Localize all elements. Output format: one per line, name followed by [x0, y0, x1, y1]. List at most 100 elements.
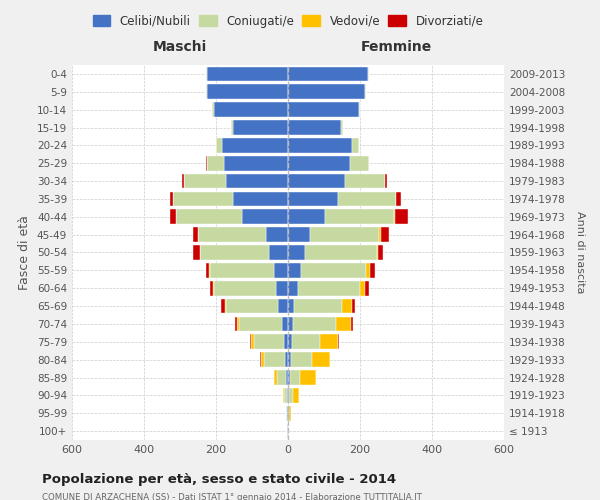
Bar	[343, 298, 352, 314]
Bar	[288, 174, 345, 188]
Bar	[223, 138, 288, 152]
Bar	[277, 370, 286, 385]
Bar	[345, 174, 385, 188]
Bar	[338, 192, 396, 206]
Bar	[233, 120, 288, 135]
Bar	[289, 406, 291, 420]
Bar	[341, 120, 343, 135]
Bar	[251, 334, 254, 349]
Bar	[287, 406, 288, 420]
Bar	[368, 156, 370, 170]
Bar	[206, 156, 224, 170]
Bar	[288, 334, 292, 349]
Bar	[193, 245, 200, 260]
Bar	[352, 138, 359, 152]
Bar	[274, 370, 277, 385]
Bar	[298, 281, 359, 295]
Bar	[212, 102, 214, 117]
Bar	[239, 316, 281, 331]
Bar	[310, 228, 379, 242]
Bar	[325, 210, 394, 224]
Bar	[338, 334, 340, 349]
Bar	[288, 316, 293, 331]
Bar	[394, 210, 395, 224]
Bar	[209, 263, 274, 278]
Bar	[206, 263, 209, 278]
Bar	[290, 370, 300, 385]
Bar	[288, 298, 295, 314]
Bar	[291, 352, 312, 367]
Bar	[278, 298, 288, 314]
Bar	[305, 245, 377, 260]
Bar	[206, 84, 207, 99]
Bar	[379, 245, 383, 260]
Bar	[284, 334, 288, 349]
Y-axis label: Anni di nascita: Anni di nascita	[575, 211, 585, 294]
Bar	[224, 156, 288, 170]
Bar	[288, 263, 301, 278]
Bar	[276, 281, 288, 295]
Bar	[193, 228, 198, 242]
Bar	[214, 102, 288, 117]
Bar	[350, 156, 368, 170]
Bar	[226, 298, 278, 314]
Bar	[200, 245, 269, 260]
Text: Femmine: Femmine	[361, 40, 431, 54]
Bar	[295, 298, 343, 314]
Bar	[300, 370, 316, 385]
Bar	[293, 316, 335, 331]
Bar	[274, 263, 288, 278]
Bar	[216, 138, 223, 152]
Bar	[292, 334, 320, 349]
Bar	[170, 210, 176, 224]
Text: Popolazione per età, sesso e stato civile - 2014: Popolazione per età, sesso e stato civil…	[42, 472, 396, 486]
Bar	[320, 334, 338, 349]
Bar	[377, 245, 379, 260]
Bar	[207, 66, 288, 81]
Bar	[352, 298, 355, 314]
Bar	[367, 263, 370, 278]
Bar	[286, 370, 288, 385]
Bar	[206, 66, 207, 81]
Bar	[260, 352, 264, 367]
Bar	[312, 352, 330, 367]
Bar	[288, 138, 352, 152]
Bar	[288, 120, 341, 135]
Bar	[365, 84, 366, 99]
Bar	[385, 174, 387, 188]
Bar	[173, 192, 233, 206]
Bar	[335, 316, 352, 331]
Bar	[288, 406, 289, 420]
Bar	[170, 192, 173, 206]
Bar	[214, 281, 276, 295]
Bar	[250, 334, 251, 349]
Bar	[288, 352, 291, 367]
Bar	[226, 174, 288, 188]
Bar	[283, 388, 284, 402]
Bar	[254, 334, 284, 349]
Bar	[287, 388, 288, 402]
Bar	[269, 245, 288, 260]
Legend: Celibi/Nubili, Coniugati/e, Vedovi/e, Divorziati/e: Celibi/Nubili, Coniugati/e, Vedovi/e, Di…	[92, 14, 484, 28]
Bar	[288, 210, 325, 224]
Bar	[182, 174, 184, 188]
Bar	[359, 281, 365, 295]
Bar	[288, 66, 368, 81]
Bar	[235, 316, 237, 331]
Bar	[288, 228, 310, 242]
Bar	[198, 228, 266, 242]
Bar	[207, 84, 288, 99]
Y-axis label: Fasce di età: Fasce di età	[19, 215, 31, 290]
Bar	[286, 406, 287, 420]
Bar	[285, 352, 288, 367]
Bar	[288, 245, 305, 260]
Bar	[397, 192, 401, 206]
Bar	[288, 388, 289, 402]
Bar	[210, 281, 214, 295]
Bar	[379, 228, 380, 242]
Bar	[330, 352, 331, 367]
Bar	[288, 156, 350, 170]
Bar	[370, 263, 375, 278]
Bar	[237, 316, 239, 331]
Text: Maschi: Maschi	[153, 40, 207, 54]
